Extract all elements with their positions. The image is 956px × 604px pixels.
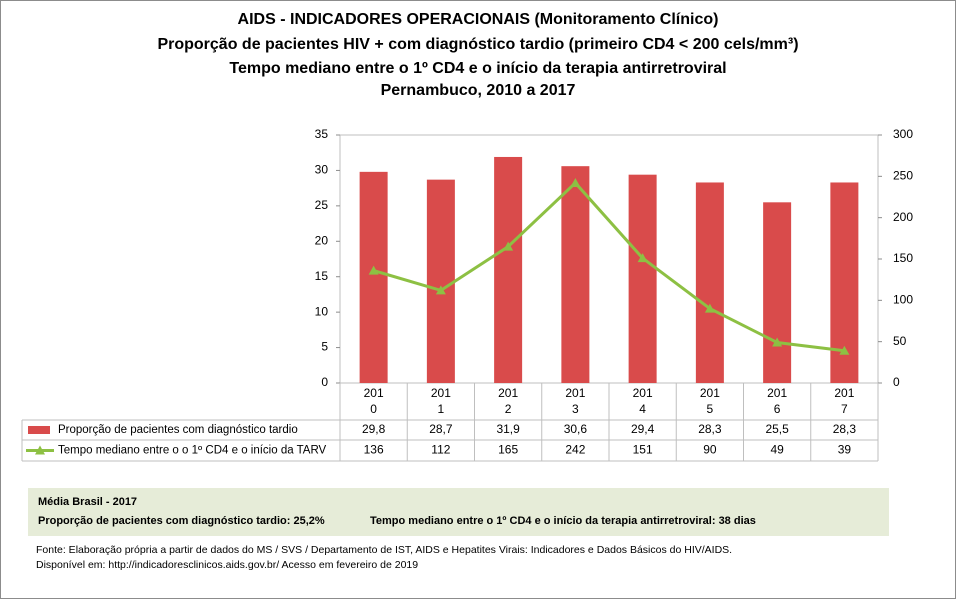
table-value: 49: [770, 443, 784, 457]
table-value: 242: [565, 443, 585, 457]
x-tick-label: 201 7: [834, 386, 854, 416]
y2-tick-label: 250: [893, 169, 913, 183]
x-tick-label-part: 201: [498, 386, 518, 400]
x-tick-label-part: 201: [633, 386, 653, 400]
bar: [426, 179, 455, 383]
marker: [435, 285, 446, 295]
x-tick-label-part: 201: [431, 386, 451, 400]
y-tick-label: 25: [315, 198, 329, 212]
x-tick-label: 201 3: [565, 386, 585, 416]
table-value: 30,6: [564, 422, 588, 436]
marker: [704, 303, 715, 313]
x-tick-label-part: 201: [565, 386, 585, 400]
x-tick-label-part: 4: [639, 402, 646, 416]
y-tick-label: 15: [315, 269, 329, 283]
summary-box: [28, 488, 889, 536]
table-value: 112: [431, 443, 450, 457]
bar: [695, 182, 724, 383]
y2-tick-label: 200: [893, 210, 913, 224]
chart-title: Tempo mediano entre o 1º CD4 e o início …: [229, 60, 726, 77]
y2-tick-label: 50: [893, 334, 907, 348]
x-tick-label: 201 6: [767, 386, 787, 416]
x-tick-label: 201 5: [700, 386, 720, 416]
table-value: 28,3: [833, 422, 857, 436]
table-value: 165: [498, 443, 518, 457]
y2-tick-label: 150: [893, 251, 913, 265]
summary-item: Tempo mediano entre o 1º CD4 e o início …: [370, 515, 756, 527]
y-tick-label: 35: [315, 127, 329, 141]
chart-title: Proporção de pacientes HIV + com diagnós…: [157, 36, 798, 53]
legend-key: [35, 445, 45, 455]
x-tick-label-part: 0: [370, 402, 377, 416]
x-tick-label: 201 4: [633, 386, 653, 416]
y2-tick-label: 100: [893, 293, 913, 307]
y-tick-label: 10: [315, 304, 329, 318]
table-value: 28,7: [429, 422, 453, 436]
table-value: 136: [364, 443, 384, 457]
source: Disponível em: http://indicadoresclinico…: [36, 559, 418, 571]
bar: [561, 166, 590, 383]
source: Fonte: Elaboração própria a partir de da…: [36, 544, 732, 556]
table-value: 28,3: [698, 422, 722, 436]
bar: [359, 171, 388, 383]
x-tick-label-part: 2: [505, 402, 512, 416]
bar: [494, 156, 523, 383]
x-tick-label-part: 7: [841, 402, 848, 416]
line: [373, 180, 845, 353]
x-tick-label-part: 201: [767, 386, 787, 400]
table-value: 25,5: [765, 422, 789, 436]
x-tick-label: 201 2: [498, 386, 518, 416]
x-tick-label-part: 5: [707, 402, 714, 416]
marker: [368, 265, 379, 275]
table-value: 31,9: [496, 422, 520, 436]
bar: [628, 174, 657, 383]
table-value: 39: [838, 443, 852, 457]
bar: [763, 202, 792, 383]
x-tick-label: 201 0: [364, 386, 384, 416]
y-tick-label: 5: [321, 340, 328, 354]
marker: [570, 177, 581, 187]
x-tick-label-part: 3: [572, 402, 579, 416]
x-tick-label-part: 201: [364, 386, 384, 400]
x-tick-label-part: 201: [700, 386, 720, 400]
chart-title: AIDS - INDICADORES OPERACIONAIS (Monitor…: [238, 11, 719, 28]
marker: [839, 345, 850, 355]
table-value: 29,4: [631, 422, 655, 436]
y2-tick-label: 300: [893, 127, 913, 141]
table-value: 29,8: [362, 422, 386, 436]
marker: [637, 253, 648, 263]
summary-item: Proporção de pacientes com diagnóstico t…: [38, 515, 325, 527]
legend-label: Proporção de pacientes com diagnóstico t…: [58, 424, 298, 436]
legend-key: [28, 426, 50, 434]
y-tick-label: 30: [315, 163, 329, 177]
legend-label: Tempo mediano entre o o 1º CD4 e o iníci…: [58, 445, 327, 457]
marker: [503, 241, 514, 251]
x-tick-label: 201 1: [431, 386, 451, 416]
x-tick-label-part: 6: [774, 402, 781, 416]
chart-title: Pernambuco, 2010 a 2017: [381, 82, 576, 99]
summary-title: Média Brasil - 2017: [38, 496, 137, 508]
y-tick-label: 0: [321, 375, 328, 389]
marker: [772, 337, 783, 347]
y2-tick-label: 0: [893, 375, 900, 389]
table-value: 151: [633, 443, 653, 457]
y-tick-label: 20: [315, 233, 329, 247]
x-tick-label-part: 201: [834, 386, 854, 400]
table-value: 90: [703, 443, 717, 457]
x-tick-label-part: 1: [438, 402, 445, 416]
